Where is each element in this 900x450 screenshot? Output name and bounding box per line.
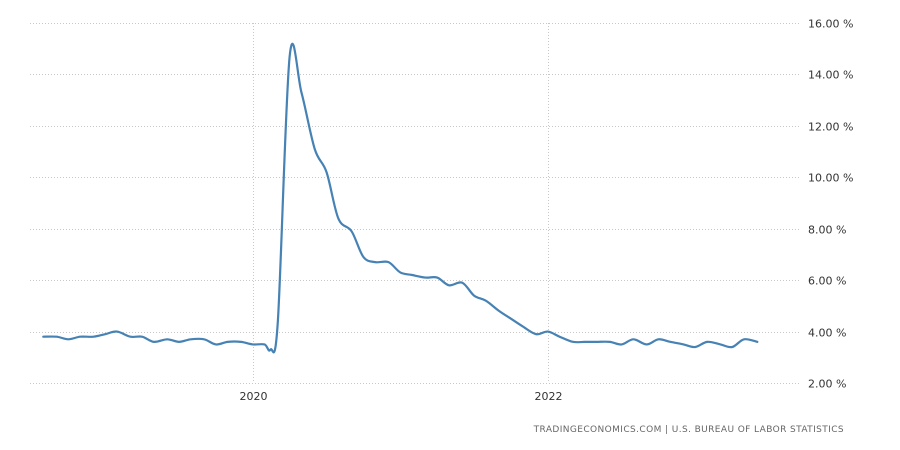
y-tick-label: 14.00 % [808,69,853,82]
y-tick-label: 12.00 % [808,121,853,134]
y-tick-label: 10.00 % [808,172,853,185]
y-tick-label: 16.00 % [808,18,853,31]
gridlines [30,23,800,384]
y-tick-label: 2.00 % [808,378,846,391]
x-tick-label: 2020 [240,390,268,403]
x-axis-tick-labels: 2020 2022 [240,390,563,403]
y-tick-label: 4.00 % [808,327,846,340]
series-layer [42,42,759,354]
y-axis-tick-labels: 2.00 % 4.00 % 6.00 % 8.00 % 10.00 % 12.00 % 14… [808,18,853,391]
series-line [42,42,759,354]
x-tick-label: 2022 [535,390,563,403]
y-tick-label: 8.00 % [808,224,846,237]
source-attribution: TRADINGECONOMICS.COM | U.S. BUREAU OF LA… [533,425,844,435]
y-tick-label: 6.00 % [808,275,846,288]
